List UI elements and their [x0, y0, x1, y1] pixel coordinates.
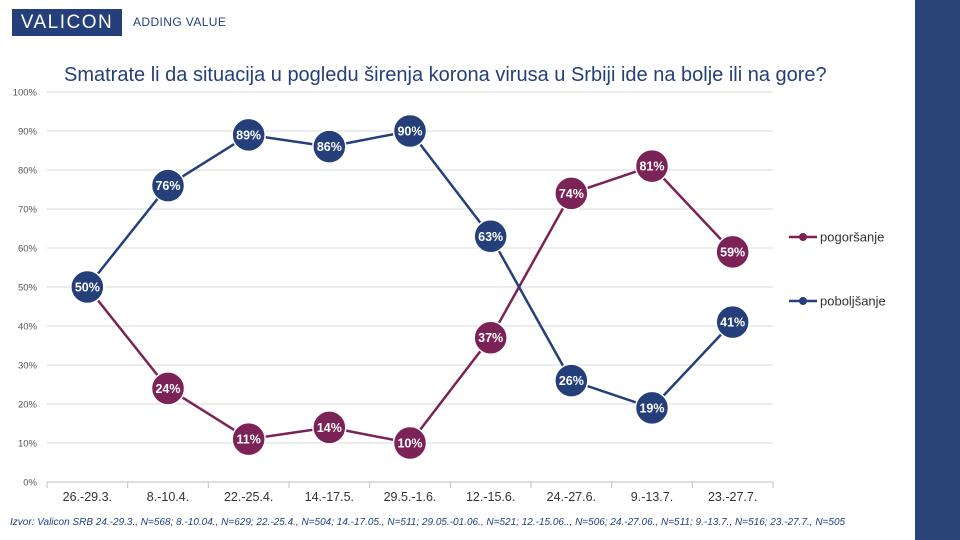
data-label: 59%: [720, 245, 745, 259]
x-tick-label: 9.-13.7.: [631, 490, 673, 504]
data-point: [473, 320, 508, 355]
chart-title: Smatrate li da situacija u pogledu širen…: [64, 64, 827, 86]
data-label: 10%: [397, 437, 422, 451]
y-tick-label: 50%: [18, 283, 38, 294]
data-point: [312, 129, 347, 164]
y-tick-label: 40%: [18, 322, 38, 333]
y-tick-label: 10%: [18, 439, 38, 450]
data-label: 81%: [639, 160, 664, 174]
legend-marker: [799, 233, 807, 241]
data-point: [392, 113, 428, 149]
data-point: [554, 363, 589, 398]
data-label: 26%: [559, 374, 584, 388]
x-tick-label: 26.-29.3.: [63, 490, 112, 504]
x-tick-label: 8.-10.4.: [147, 490, 189, 504]
data-label: 41%: [720, 316, 745, 330]
legend-label: poboljšanje: [820, 294, 886, 309]
data-point: [473, 219, 508, 254]
y-tick-label: 100%: [13, 88, 38, 99]
x-tick-label: 12.-15.6.: [466, 490, 515, 504]
data-label: 14%: [317, 421, 342, 435]
valicon-logo: VALICON: [12, 9, 122, 36]
y-tick-label: 30%: [18, 361, 38, 372]
right-accent-band: [915, 0, 960, 540]
data-label: 19%: [639, 401, 664, 415]
data-point: [634, 148, 670, 184]
data-point: [715, 234, 750, 270]
y-tick-label: 70%: [18, 205, 38, 216]
data-label: 63%: [478, 230, 503, 244]
data-label: 24%: [155, 382, 180, 396]
y-tick-label: 60%: [18, 244, 38, 255]
logo-text: VALICON: [20, 11, 114, 33]
data-label: 90%: [397, 125, 422, 139]
y-tick-label: 20%: [18, 400, 38, 411]
legend-marker: [799, 297, 807, 305]
data-label: 76%: [155, 179, 180, 193]
data-point: [70, 269, 105, 305]
y-tick-label: 0%: [23, 478, 37, 489]
x-tick-label: 22.-25.4.: [224, 490, 273, 504]
y-tick-label: 90%: [18, 127, 38, 138]
data-point: [150, 168, 186, 203]
x-tick-label: 23.-27.7.: [708, 490, 757, 504]
data-label: 86%: [317, 140, 342, 154]
legend-label: pogoršanje: [820, 230, 884, 245]
data-point: [312, 410, 347, 445]
source-note: Izvor: Valicon SRB 24.-29.3., N=568; 8.-…: [10, 517, 846, 528]
data-point: [231, 117, 266, 153]
data-point: [715, 304, 750, 340]
x-tick-label: 29.5.-1.6.: [384, 490, 437, 504]
data-label: 37%: [478, 331, 503, 345]
data-label: 74%: [559, 187, 584, 201]
data-point: [554, 176, 589, 211]
data-point: [634, 390, 670, 426]
x-tick-label: 24.-27.6.: [547, 490, 596, 504]
data-label: 89%: [236, 128, 261, 142]
y-tick-label: 80%: [18, 166, 38, 177]
data-label: 50%: [75, 281, 100, 295]
data-point: [150, 371, 186, 406]
tagline: ADDING VALUE: [133, 15, 227, 29]
data-label: 11%: [236, 433, 260, 447]
data-point: [392, 425, 428, 461]
data-point: [231, 421, 266, 457]
x-tick-label: 14.-17.5.: [305, 490, 354, 504]
